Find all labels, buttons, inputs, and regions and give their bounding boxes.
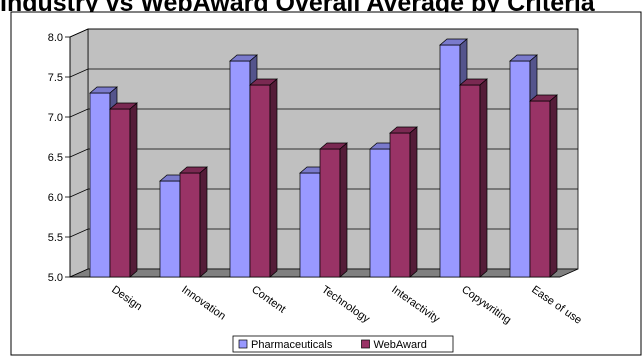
legend-label: WebAward: [374, 339, 427, 351]
y-tick-label: 6.5: [48, 152, 63, 164]
bar-webaward-ease-of-use: [529, 100, 551, 278]
y-tick-label: 5.5: [48, 232, 63, 244]
y-tick-label: 8.0: [48, 32, 63, 44]
legend-swatch: [238, 339, 248, 349]
bar-side: [479, 78, 488, 278]
bar-webaward-technology: [319, 148, 341, 278]
legend-swatch: [361, 339, 370, 349]
bar-pharmaceuticals-technology: [299, 172, 321, 278]
bar-pharmaceuticals-copywriting: [439, 44, 461, 278]
bar-pharmaceuticals-ease-of-use: [509, 60, 531, 278]
bar-side: [549, 94, 558, 278]
y-tick-label: 7.5: [48, 72, 63, 84]
bar-side: [269, 78, 278, 278]
y-tick-label: 5.0: [48, 272, 63, 284]
legend-label: Pharmaceuticals: [251, 339, 333, 351]
bar-webaward-innovation: [179, 172, 201, 278]
bar-webaward-content: [249, 84, 271, 278]
bar-webaward-interactivity: [389, 132, 411, 278]
bar-side: [129, 102, 138, 278]
y-tick-label: 7.0: [48, 112, 63, 124]
y-tick-label: 6.0: [48, 192, 63, 204]
bar-pharmaceuticals-interactivity: [369, 148, 391, 278]
gridline: [69, 68, 578, 78]
bar-webaward-design: [109, 108, 131, 278]
gridline: [69, 28, 578, 38]
bar-pharmaceuticals-design: [89, 92, 111, 278]
bar-side: [339, 142, 348, 278]
bar-webaward-copywriting: [459, 84, 481, 278]
bar-side: [199, 166, 208, 278]
legend-box: [232, 335, 454, 353]
bar-side: [409, 126, 418, 278]
bar-pharmaceuticals-content: [229, 60, 251, 278]
gridline: [69, 108, 578, 118]
bar-pharmaceuticals-innovation: [159, 180, 181, 278]
legend: Pharmaceuticals WebAward: [232, 335, 454, 353]
